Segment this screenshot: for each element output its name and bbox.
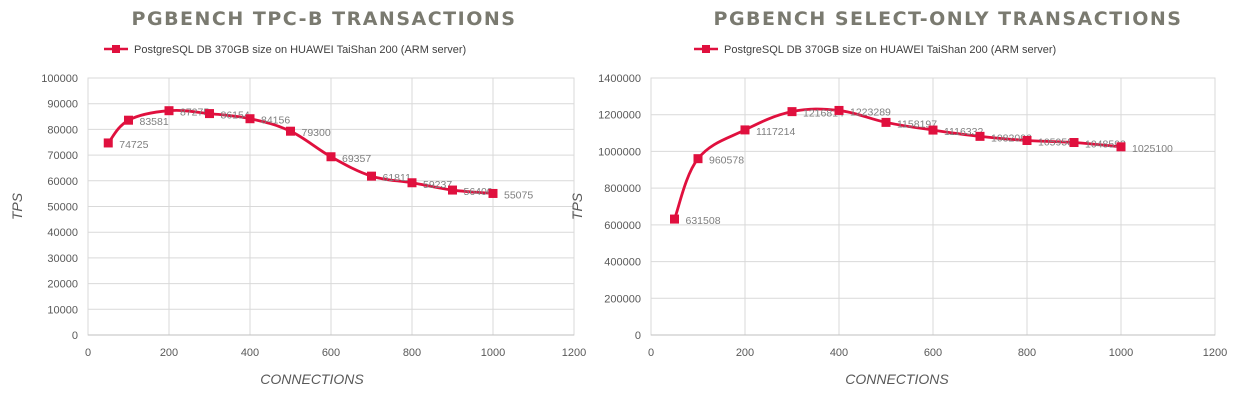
- data-label: 1216814: [803, 108, 844, 120]
- data-point: [326, 152, 336, 162]
- y-tick-label: 70000: [47, 150, 78, 162]
- y-tick-label: 0: [635, 330, 641, 342]
- x-tick-label: 200: [736, 347, 754, 359]
- data-label: 1223289: [850, 106, 891, 118]
- data-point: [407, 178, 417, 188]
- data-point: [245, 114, 255, 124]
- data-point: [881, 117, 891, 127]
- data-point: [103, 138, 113, 148]
- x-tick-label: 1000: [481, 347, 505, 359]
- y-tick-label: 80000: [47, 124, 78, 136]
- y-tick-label: 800000: [604, 183, 641, 195]
- y-tick-label: 40000: [47, 227, 78, 239]
- y-tick-label: 10000: [47, 304, 78, 316]
- data-point: [928, 125, 938, 135]
- y-tick-label: 30000: [47, 253, 78, 265]
- legend-marker: [112, 45, 120, 53]
- y-tick-label: 0: [72, 330, 78, 342]
- data-label: 1117214: [756, 126, 795, 138]
- x-tick-label: 800: [1018, 347, 1036, 359]
- data-point: [1069, 138, 1079, 148]
- data-label: 631508: [686, 215, 721, 227]
- select-only-chart: PGBENCH SELECT-ONLY TRANSACTIONS PostgreS…: [569, 8, 1227, 387]
- legend-marker: [702, 45, 710, 53]
- x-tick-label: 600: [924, 347, 942, 359]
- data-label: 55075: [504, 189, 533, 201]
- x-tick-label: 1000: [1109, 347, 1133, 359]
- chart-title: PGBENCH TPC-B TRANSACTIONS: [132, 8, 517, 30]
- x-tick-label: 400: [830, 347, 848, 359]
- data-label: 1158197: [897, 118, 937, 130]
- data-label: 1082096: [991, 132, 1032, 144]
- data-point: [1116, 142, 1126, 152]
- x-tick-label: 600: [322, 347, 340, 359]
- x-axis-title: CONNECTIONS: [260, 371, 364, 387]
- x-tick-label: 800: [403, 347, 421, 359]
- y-axis-title: TPS: [9, 192, 25, 220]
- data-label: 83581: [140, 116, 169, 128]
- x-tick-label: 0: [85, 347, 91, 359]
- data-point: [488, 188, 498, 198]
- y-tick-label: 100000: [41, 73, 78, 85]
- data-label: 1059585: [1038, 136, 1079, 148]
- data-point: [787, 107, 797, 117]
- data-point: [975, 131, 985, 141]
- data-label: 79300: [302, 127, 331, 139]
- y-tick-label: 200000: [604, 293, 641, 305]
- data-label: 1025100: [1132, 143, 1173, 155]
- data-point: [693, 154, 703, 164]
- data-point: [740, 125, 750, 135]
- data-point: [448, 185, 457, 195]
- data-point: [367, 171, 376, 181]
- chart-title: PGBENCH SELECT-ONLY TRANSACTIONS: [714, 8, 1183, 30]
- data-point: [124, 115, 133, 125]
- y-tick-label: 600000: [604, 220, 641, 232]
- data-label: 56400: [464, 186, 493, 198]
- x-tick-label: 1200: [1203, 347, 1227, 359]
- legend-label: PostgreSQL DB 370GB size on HUAWEI TaiSh…: [724, 44, 1056, 56]
- x-tick-label: 400: [241, 347, 259, 359]
- y-tick-label: 90000: [47, 99, 78, 111]
- data-label: 86154: [221, 110, 250, 122]
- data-label: 74725: [119, 139, 148, 151]
- y-tick-label: 20000: [47, 279, 78, 291]
- data-label: 1116332: [944, 126, 983, 138]
- x-tick-label: 0: [648, 347, 654, 359]
- data-label: 87275: [180, 107, 209, 119]
- data-label: 960578: [709, 155, 744, 167]
- y-axis-title: TPS: [569, 192, 585, 220]
- data-label: 69357: [342, 153, 371, 165]
- data-point: [286, 126, 295, 136]
- y-tick-label: 1400000: [598, 73, 641, 85]
- y-tick-label: 50000: [47, 202, 78, 214]
- data-point: [164, 106, 174, 116]
- data-point: [1022, 135, 1032, 145]
- y-tick-label: 60000: [47, 176, 78, 188]
- y-tick-label: 1200000: [598, 110, 641, 122]
- data-point: [834, 105, 844, 115]
- x-axis-title: CONNECTIONS: [845, 371, 949, 387]
- data-label: 84156: [261, 115, 290, 127]
- data-point: [670, 214, 679, 224]
- x-tick-label: 200: [160, 347, 178, 359]
- data-label: 1048593: [1085, 139, 1126, 151]
- y-tick-label: 1000000: [598, 146, 641, 158]
- y-tick-label: 400000: [604, 257, 641, 269]
- tpcb-chart: PGBENCH TPC-B TRANSACTIONS PostgreSQL DB …: [9, 8, 586, 387]
- legend-label: PostgreSQL DB 370GB size on HUAWEI TaiSh…: [134, 44, 466, 56]
- data-label: 61811: [383, 172, 412, 184]
- data-point: [205, 109, 214, 119]
- x-tick-label: 1200: [562, 347, 586, 359]
- data-label: 59237: [423, 179, 452, 191]
